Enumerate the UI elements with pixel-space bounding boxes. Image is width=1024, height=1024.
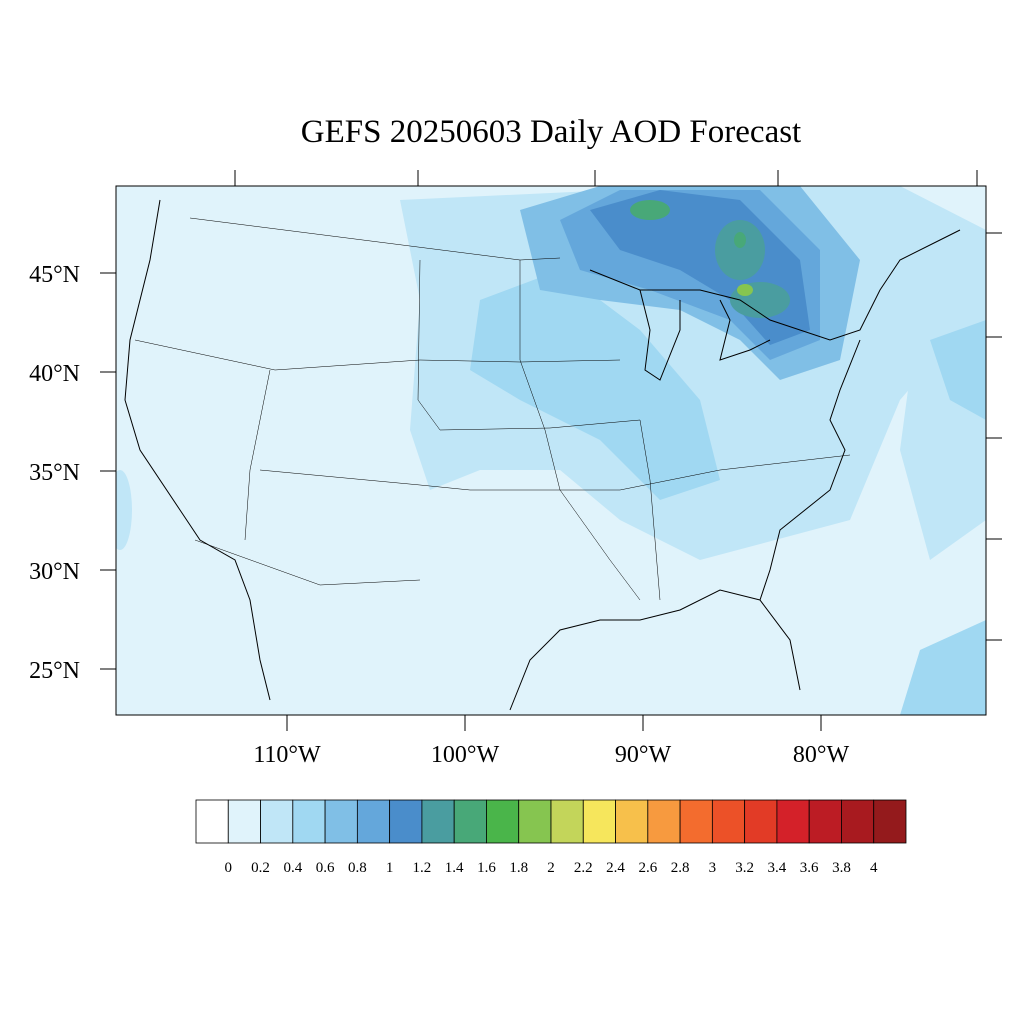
colorbar-box [647, 799, 681, 844]
colorbar-label: 1 [386, 860, 394, 876]
colorbar-label: 3.2 [735, 860, 754, 876]
lon-label: 80°W [793, 742, 850, 768]
colorbar-box [453, 799, 487, 844]
colorbar-box [711, 799, 746, 844]
colorbar-box [389, 799, 423, 844]
colorbar-box [421, 799, 455, 844]
colorbar-label: 0.8 [348, 860, 367, 876]
colorbar-box [518, 799, 552, 844]
colorbar-box [744, 799, 778, 844]
colorbar-box [324, 799, 358, 844]
colorbar-label: 2.6 [638, 860, 657, 876]
colorbar-box [808, 799, 842, 844]
colorbar-box [227, 799, 261, 844]
colorbar-label: 2.4 [606, 860, 625, 876]
map-frame [115, 185, 987, 716]
colorbar-label: 1.4 [445, 860, 464, 876]
colorbar-label: 1.6 [477, 860, 496, 876]
colorbar-box [260, 799, 294, 844]
colorbar-box [356, 799, 391, 844]
colorbar-label: 2.8 [671, 860, 690, 876]
colorbar-label: 3.6 [800, 860, 819, 876]
lon-label: 100°W [431, 742, 500, 768]
lat-label: 35°N [29, 460, 80, 486]
colorbar-label: 4 [870, 860, 878, 876]
colorbar-label: 1.8 [509, 860, 528, 876]
aod-field [116, 186, 986, 715]
colorbar: 0 0.2 0.4 0.6 0.8 1 1.2 1.4 1.6 1.8 2 2.2 2.4 2.6 2.8 3… [195, 799, 907, 876]
colorbar-box [841, 799, 875, 844]
lat-label: 30°N [29, 559, 80, 585]
colorbar-label: 1.2 [413, 860, 432, 876]
lon-label: 110°W [253, 742, 321, 768]
frame-ticks [100, 170, 1002, 731]
colorbar-label: 2.2 [574, 860, 593, 876]
axis-labels: 45°N 40°N 35°N 30°N 25°N 110°W 100°W 90°W 80°W [29, 262, 849, 768]
lat-label: 45°N [29, 262, 80, 288]
colorbar-label: 0.4 [283, 860, 302, 876]
lat-label: 25°N [29, 658, 80, 684]
colorbar-box [550, 799, 584, 844]
colorbar-box [195, 799, 229, 844]
colorbar-label: 0.6 [316, 860, 335, 876]
title: GEFS 20250603 Daily AOD Forecast [301, 114, 801, 150]
lat-label: 40°N [29, 361, 80, 387]
colorbar-box [873, 799, 907, 844]
colorbar-box [292, 799, 326, 844]
colorbar-box [486, 799, 520, 844]
colorbar-label: 2 [547, 860, 555, 876]
colorbar-label: 3.4 [768, 860, 787, 876]
colorbar-label: 3 [709, 860, 717, 876]
colorbar-box [776, 799, 810, 844]
colorbar-label: 0 [225, 860, 233, 876]
colorbar-box [615, 799, 649, 844]
colorbar-box [679, 799, 713, 844]
colorbar-label: 3.8 [832, 860, 851, 876]
colorbar-label: 0.2 [251, 860, 270, 876]
lon-label: 90°W [615, 742, 672, 768]
colorbar-box [582, 799, 616, 844]
